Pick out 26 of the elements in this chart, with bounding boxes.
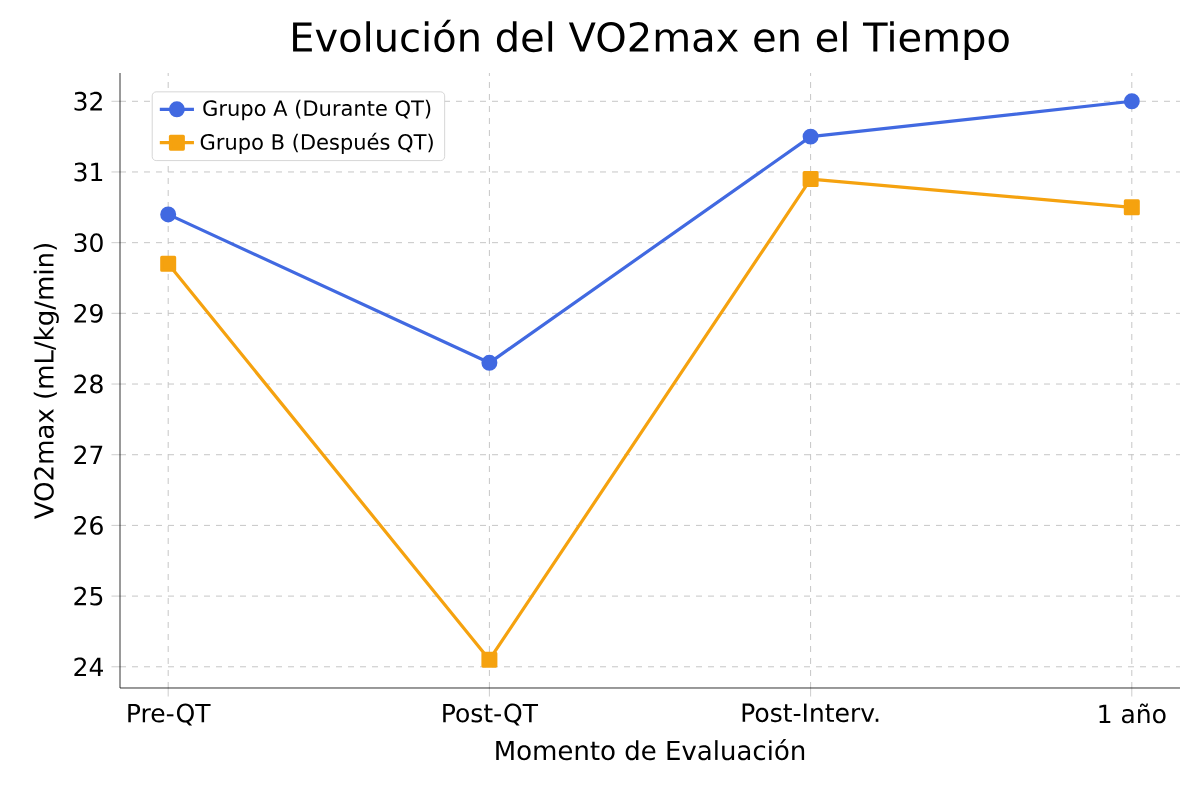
point	[802, 171, 819, 188]
chart-title: Evolución del VO2max en el Tiempo	[293, 19, 1009, 60]
y-axis-title: VO2max (mL/kg/min)	[33, 244, 59, 520]
point	[802, 128, 819, 145]
y-tick-label: 30	[74, 233, 103, 253]
point	[481, 354, 498, 371]
point	[1123, 199, 1140, 216]
x-tick-label: Pre-QT	[128, 703, 211, 726]
y-tick-label: 26	[74, 515, 103, 535]
y-tick-label: 29	[74, 303, 103, 323]
x-tick-label: Post-Interv.	[742, 703, 879, 723]
y-tick-label: 27	[74, 445, 103, 464]
x-tick-label: Post-QT	[443, 703, 539, 726]
x-axis-title: Momento de Evaluación	[496, 739, 805, 761]
point	[160, 206, 177, 223]
y-tick-label: 32	[74, 91, 102, 111]
y-tick-label: 31	[74, 162, 103, 182]
legend-label: Grupo B (Después QT)	[200, 132, 433, 154]
point	[1123, 93, 1140, 110]
legend-label: Grupo A (Durante QT)	[203, 99, 431, 121]
y-tick-label: 24	[74, 657, 103, 677]
y-tick-label: 25	[74, 586, 103, 606]
point	[481, 651, 498, 668]
point	[160, 255, 177, 272]
x-tick-label: 1 año	[1099, 703, 1166, 724]
y-tick-label: 28	[74, 374, 103, 394]
